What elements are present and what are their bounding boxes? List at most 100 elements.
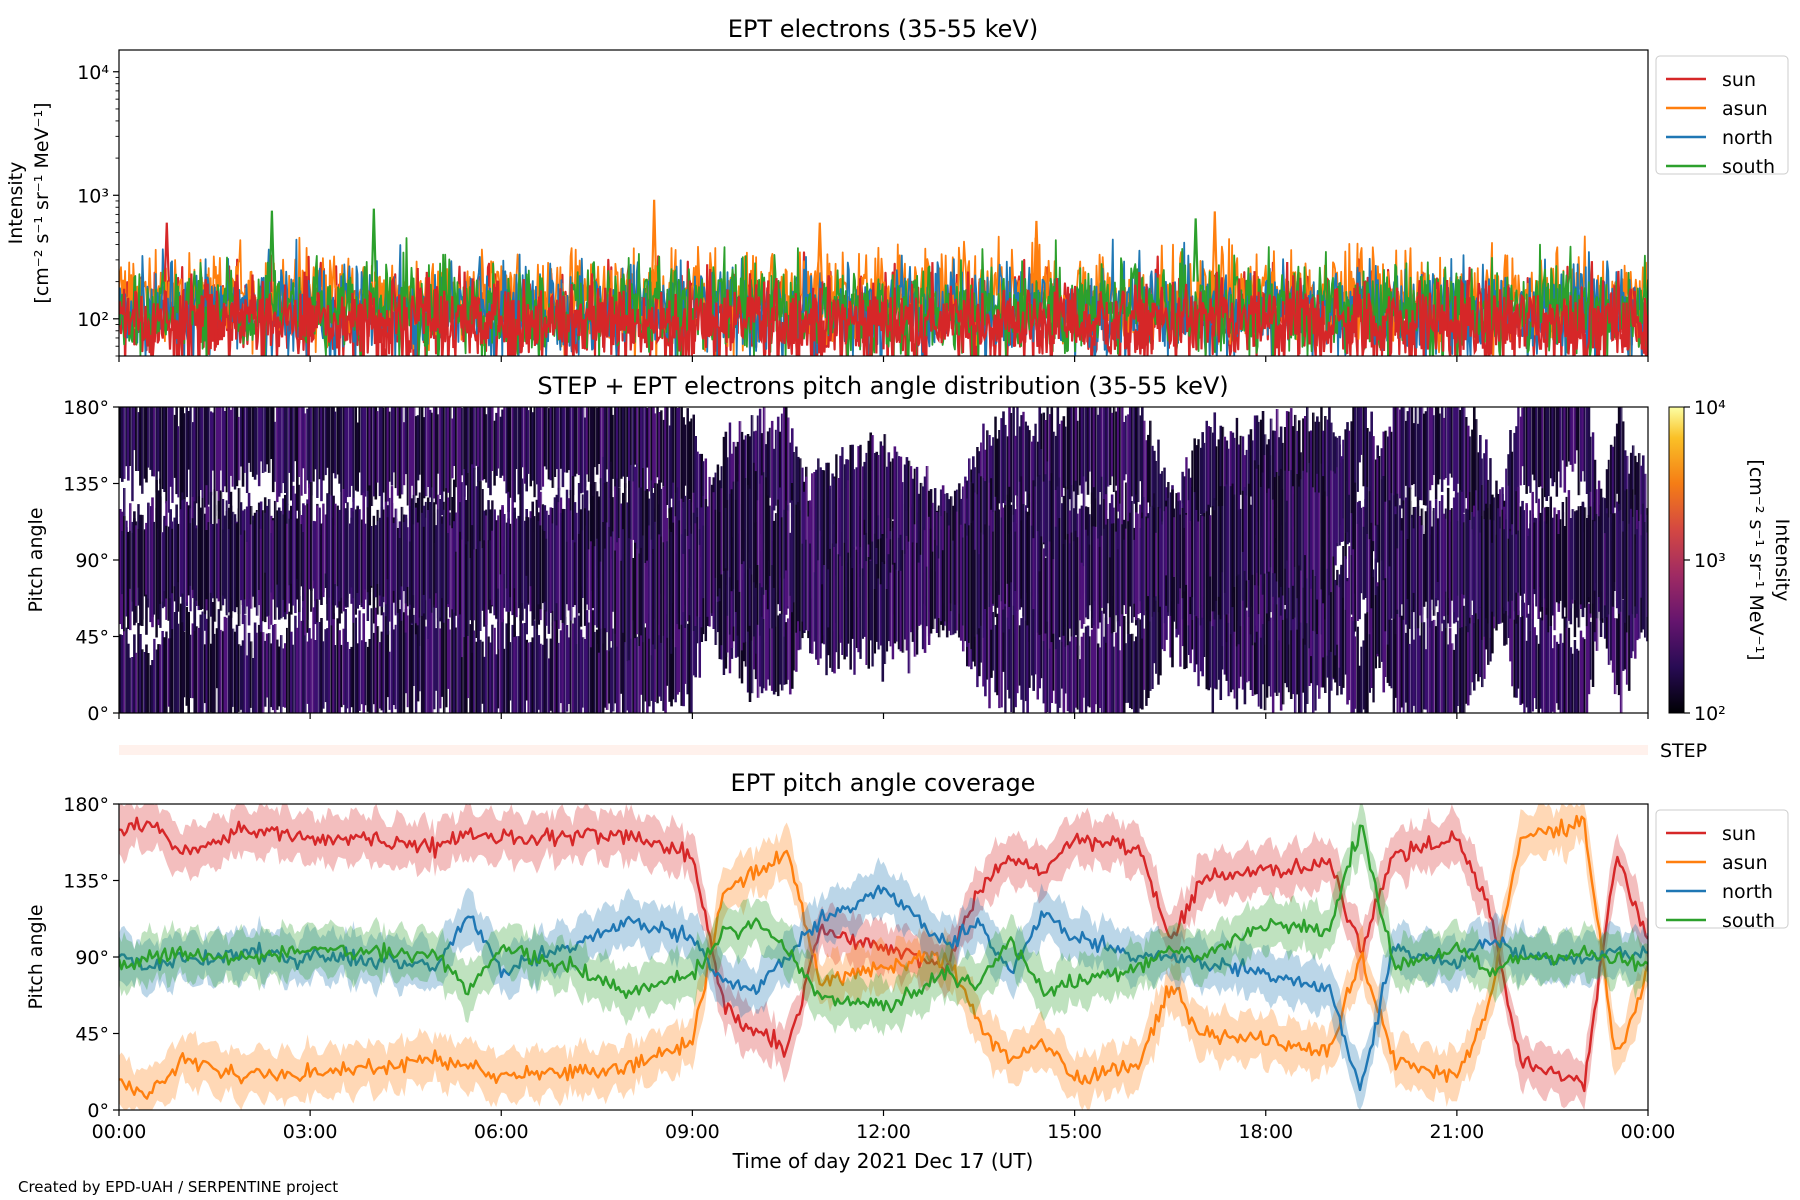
heatmap-cell [873, 525, 877, 603]
heatmap-cell [972, 520, 975, 629]
heatmap-cell [1392, 407, 1396, 505]
heatmap-cell [692, 414, 695, 507]
heatmap-cell [342, 489, 345, 612]
heatmap-cell [1036, 606, 1040, 700]
heatmap-cell [535, 407, 539, 485]
colorbar [1668, 406, 1685, 714]
heatmap-cell [573, 617, 577, 713]
heatmap-cell [1633, 534, 1637, 607]
heatmap-cell [847, 480, 850, 553]
heatmap-cell [1422, 622, 1426, 710]
heatmap-cell [1332, 550, 1335, 678]
heatmap-cell [511, 407, 514, 495]
heatmap-cell [623, 554, 627, 643]
heatmap-cell [1643, 522, 1647, 638]
heatmap-cell [1277, 475, 1281, 598]
x-tick-label: 00:00 [92, 1121, 147, 1143]
heatmap-cell [1509, 531, 1512, 619]
heatmap-cell [778, 613, 782, 685]
heatmap-cell [968, 525, 971, 643]
heatmap-cell [269, 643, 273, 708]
heatmap-cell [903, 464, 907, 577]
heatmap-cell [1219, 595, 1223, 700]
heatmap-cell [1605, 513, 1609, 618]
heatmap-cell [1446, 487, 1450, 615]
heatmap-cell [625, 630, 629, 711]
heatmap-cell [1050, 541, 1054, 643]
heatmap-cell [1078, 659, 1082, 713]
heatmap-cell [1273, 477, 1277, 574]
heatmap-cell [1553, 507, 1557, 591]
heatmap-cell [1360, 646, 1363, 713]
heatmap-cell [378, 407, 382, 497]
x-tick-label: 03:00 [283, 1121, 338, 1143]
heatmap-cell [426, 614, 430, 713]
heatmap-cell [306, 408, 309, 481]
heatmap-cell [1034, 539, 1037, 635]
heatmap-cell [1517, 530, 1520, 593]
heatmap-cell [879, 584, 883, 646]
heatmap-cell [980, 532, 983, 626]
heatmap-cell [125, 520, 128, 617]
heatmap-cell [1472, 407, 1476, 535]
heatmap-cell [346, 502, 349, 608]
heatmap-cell [1332, 471, 1335, 557]
heatmap-cell [523, 623, 526, 713]
heatmap-cell [1378, 456, 1382, 583]
heatmap-cell [1402, 605, 1406, 713]
heatmap-cell [1462, 407, 1466, 513]
heatmap-cell [1078, 407, 1082, 486]
heatmap-cell [1609, 444, 1613, 548]
heatmap-cell [310, 407, 313, 496]
heatmap-cell [354, 407, 357, 491]
heatmap-cell [1402, 407, 1406, 507]
heatmap-cell [1018, 625, 1021, 686]
heatmap-cell [185, 407, 188, 498]
heatmap-cell [185, 501, 188, 603]
heatmap-cell [1112, 646, 1116, 713]
x-tick-label: 12:00 [856, 1121, 911, 1143]
heatmap-cell [1241, 535, 1245, 601]
heatmap-cell [686, 535, 689, 622]
heatmap-cell [887, 554, 891, 642]
heatmap-cell [1100, 610, 1104, 713]
heatmap-cell [599, 561, 603, 629]
heatmap-cell [919, 554, 923, 625]
heatmap-cell [664, 525, 667, 650]
heatmap-cell [215, 523, 219, 598]
heatmap-cell [1126, 414, 1130, 503]
heatmap-cell [1398, 505, 1402, 618]
heatmap-cell [459, 407, 462, 514]
heatmap-cell [1153, 450, 1156, 512]
heatmap-cell [1147, 569, 1150, 698]
heatmap-cell [489, 642, 492, 713]
panel2-heatmap [119, 407, 1648, 713]
heatmap-cell [527, 410, 531, 474]
heatmap-cell [642, 407, 645, 498]
heatmap-cell [1627, 523, 1631, 616]
heatmap-cell [446, 618, 450, 689]
heatmap-cell [1213, 412, 1217, 539]
heatmap-cell [527, 642, 531, 713]
heatmap-cell [1259, 487, 1263, 575]
heatmap-cell [298, 596, 301, 713]
heatmap-cell [587, 549, 591, 610]
heatmap-cell [483, 540, 486, 627]
heatmap-cell [1444, 518, 1448, 592]
heatmap-cell [1072, 541, 1076, 645]
heatmap-cell [640, 487, 643, 578]
heatmap-cell [698, 453, 702, 537]
heatmap-cell [1611, 446, 1615, 523]
heatmap-cell [1024, 601, 1027, 702]
heatmap-cell [139, 407, 142, 486]
heatmap-cell [1283, 609, 1287, 684]
heatmap-cell [1354, 636, 1357, 709]
heatmap-cell [889, 461, 893, 532]
heatmap-cell [1312, 487, 1315, 570]
heatmap-cell [794, 515, 798, 633]
heatmap-cell [1287, 470, 1291, 588]
heatmap-cell [364, 523, 368, 590]
heatmap-cell [1104, 524, 1108, 643]
heatmap-cell [1533, 407, 1536, 481]
heatmap-cell [1249, 429, 1253, 497]
